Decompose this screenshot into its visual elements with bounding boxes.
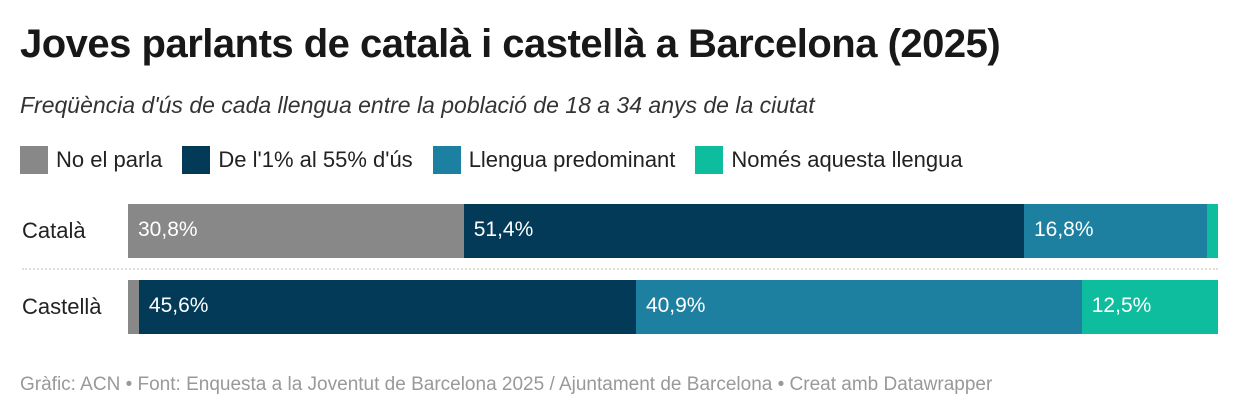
bar-segment: 30,8% xyxy=(128,204,464,258)
bar-segment: 16,8% xyxy=(1023,204,1208,258)
legend-swatch xyxy=(20,146,48,174)
legend-swatch xyxy=(695,146,724,174)
legend-item: Només aquesta llengua xyxy=(695,146,963,174)
category-label: Català xyxy=(22,218,86,243)
bar-segment: 40,9% xyxy=(635,280,1082,334)
chart-footer: Gràfic: ACN • Font: Enquesta a la Jovent… xyxy=(20,374,993,395)
legend-item: Llengua predominant xyxy=(432,146,676,174)
legend-label: Només aquesta llengua xyxy=(731,147,963,172)
data-label: 40,9% xyxy=(645,294,706,317)
data-label: 16,8% xyxy=(1033,218,1094,241)
legend-label: No el parla xyxy=(56,147,163,172)
chart-subtitle: Freqüència d'ús de cada llengua entre la… xyxy=(20,92,815,118)
category-label: Castellà xyxy=(22,294,102,319)
bar-segment: 45,6% xyxy=(138,280,636,334)
row-divider xyxy=(22,268,1218,270)
data-label: 45,6% xyxy=(148,294,209,317)
data-label: 30,8% xyxy=(138,218,198,241)
legend-swatch xyxy=(432,146,461,174)
data-label: 12,5% xyxy=(1091,294,1152,317)
data-label: 51,4% xyxy=(473,218,534,241)
bar-segment: 51,4% xyxy=(463,204,1024,258)
legend: No el parla De l'1% al 55% d'ús Llengua pr… xyxy=(20,146,963,174)
bar-segment: 12,5% xyxy=(1081,280,1218,334)
bar-row: 30,8% 51,4% 16,8% xyxy=(128,204,1218,258)
legend-item: No el parla xyxy=(20,146,162,174)
legend-label: De l'1% al 55% d'ús xyxy=(218,147,413,172)
bar-segment xyxy=(1207,204,1218,258)
legend-swatch xyxy=(182,146,211,174)
bar-segment xyxy=(128,280,139,334)
legend-item: De l'1% al 55% d'ús xyxy=(182,146,413,174)
legend-label: Llengua predominant xyxy=(468,147,676,172)
chart-title: Joves parlants de català i castellà a Ba… xyxy=(20,22,1001,66)
bar-row: 45,6% 40,9% 12,5% xyxy=(128,280,1218,334)
